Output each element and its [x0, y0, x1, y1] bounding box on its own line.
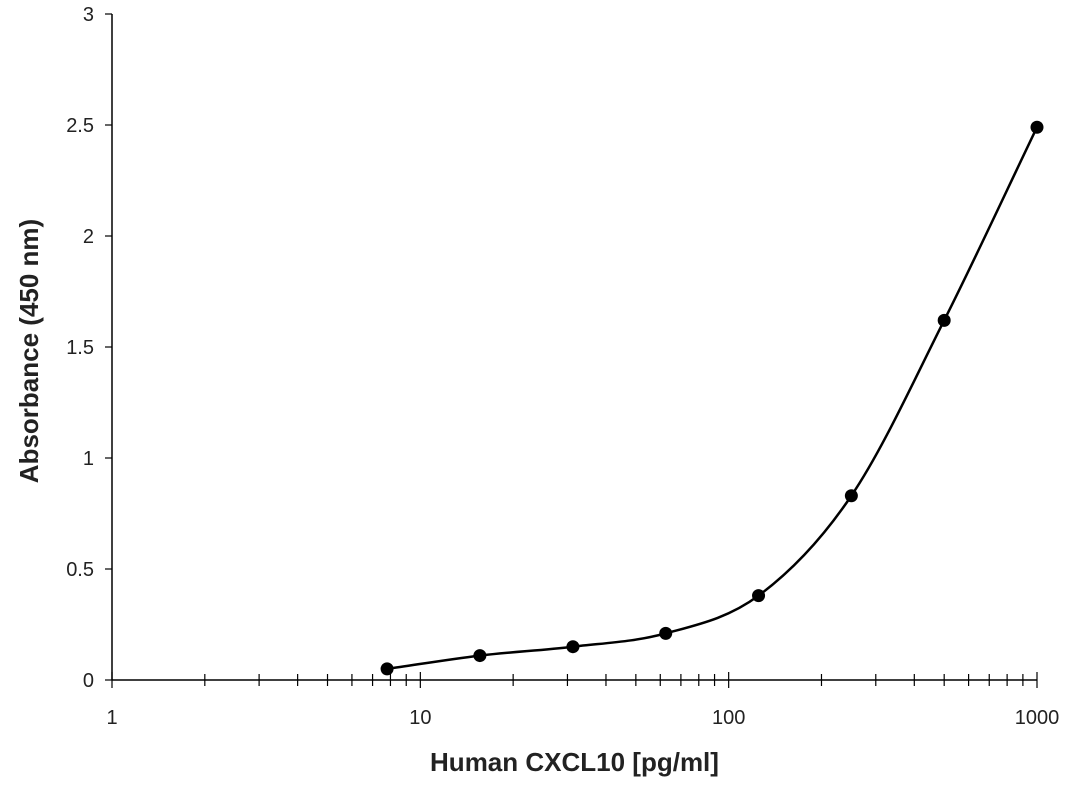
data-point: [937, 313, 951, 327]
data-points: [380, 120, 1044, 676]
x-tick-label: 1000: [1015, 707, 1060, 729]
data-point: [473, 649, 487, 663]
data-point: [1030, 120, 1044, 134]
y-tick-label: 0: [83, 670, 94, 692]
y-tick-label: 3: [83, 4, 94, 26]
y-tick-label: 2.5: [66, 115, 94, 137]
y-tick-label: 0.5: [66, 559, 94, 581]
x-tick-label: 100: [712, 707, 745, 729]
x-axis-title: Human CXCL10 [pg/ml]: [430, 747, 719, 777]
data-point: [659, 626, 673, 640]
y-tick-label: 1: [83, 448, 94, 470]
data-point: [566, 640, 580, 654]
y-axis-title: Absorbance (450 nm): [14, 219, 44, 483]
data-point: [752, 589, 766, 603]
x-tick-label: 10: [409, 707, 431, 729]
y-tick-label: 1.5: [66, 337, 94, 359]
fitted-curve: [386, 126, 1039, 671]
x-tick-label: 1: [106, 707, 117, 729]
x-axis: 1 10 100 1000: [106, 672, 1059, 729]
y-axis: 0 0.5 1 1.5 2 2.5 3: [66, 4, 113, 692]
data-point: [380, 662, 394, 676]
data-point: [844, 489, 858, 503]
y-tick-label: 2: [83, 226, 94, 248]
